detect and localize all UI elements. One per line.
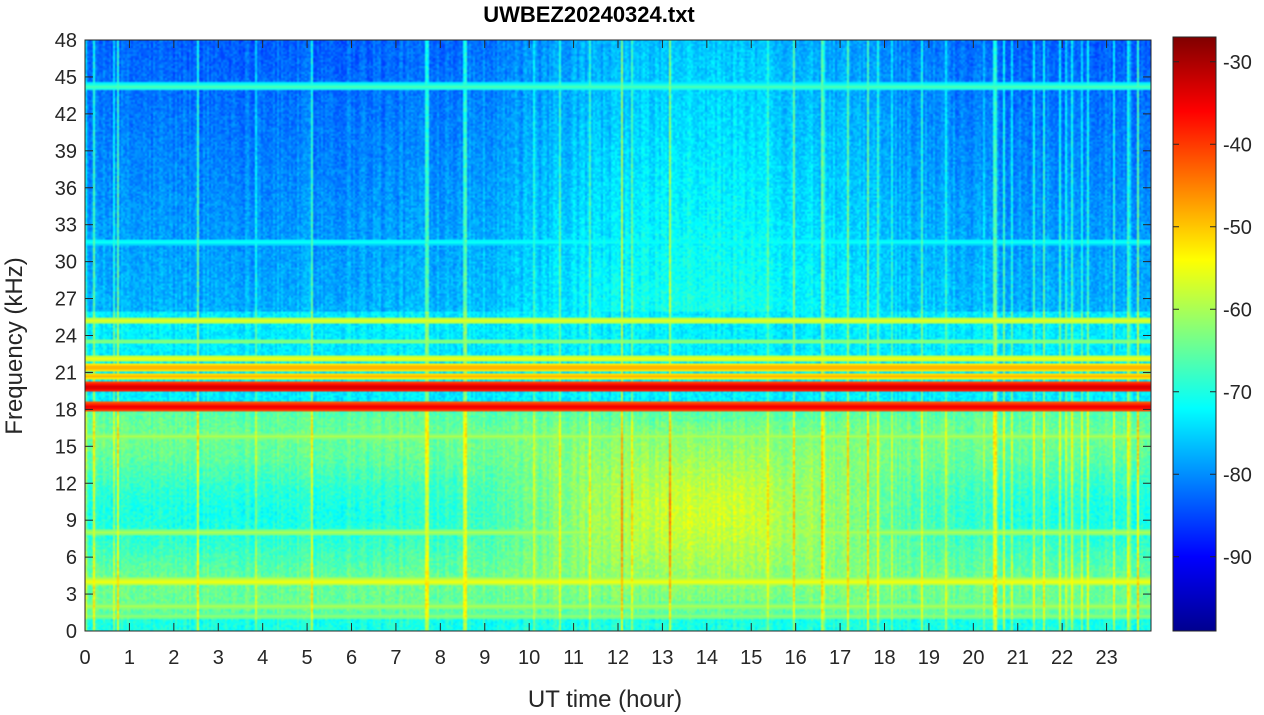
x-axis-label: UT time (hour) bbox=[528, 686, 682, 713]
spectrogram-plot-area bbox=[85, 40, 1151, 631]
x-tick-label: 13 bbox=[651, 647, 673, 669]
y-tick-label: 42 bbox=[55, 104, 77, 126]
x-tick-label: 6 bbox=[346, 647, 357, 669]
x-tick-label: 10 bbox=[518, 647, 540, 669]
y-tick-label: 0 bbox=[66, 621, 77, 643]
x-tick-label: 4 bbox=[257, 647, 268, 669]
colorbar-axis: -90 -80 -70 -60 -50 -40 -30 bbox=[1173, 52, 1252, 569]
x-tick-label: 22 bbox=[1051, 647, 1073, 669]
x-tick-label: 0 bbox=[79, 647, 90, 669]
y-tick-label: 39 bbox=[55, 141, 77, 163]
x-tick-label: 1 bbox=[124, 647, 135, 669]
x-tick-label: 23 bbox=[1095, 647, 1117, 669]
x-tick-label: 21 bbox=[1007, 647, 1029, 669]
colorbar-tick-label: -40 bbox=[1223, 134, 1252, 156]
y-tick-label: 27 bbox=[55, 289, 77, 311]
x-tick-label: 8 bbox=[435, 647, 446, 669]
x-tick-label: 12 bbox=[607, 647, 629, 669]
x-tick-label: 14 bbox=[696, 647, 718, 669]
x-tick-label: 9 bbox=[479, 647, 490, 669]
x-tick-label: 16 bbox=[785, 647, 807, 669]
y-tick-label: 3 bbox=[66, 584, 77, 606]
y-axis-label: Frequency (kHz) bbox=[1, 257, 28, 434]
y-tick-label: 12 bbox=[55, 473, 77, 495]
colorbar bbox=[1172, 36, 1217, 632]
x-tick-label: 11 bbox=[563, 647, 584, 669]
colorbar-tick-label: -30 bbox=[1223, 52, 1252, 74]
spectrogram-image bbox=[85, 40, 1151, 631]
x-tick-label: 17 bbox=[829, 647, 851, 669]
y-tick-label: 48 bbox=[55, 30, 77, 52]
x-tick-label: 18 bbox=[873, 647, 895, 669]
y-tick-label: 33 bbox=[55, 215, 77, 237]
y-tick-label: 15 bbox=[55, 436, 77, 458]
colorbar-tick-label: -70 bbox=[1223, 382, 1252, 404]
x-tick-label: 2 bbox=[168, 647, 179, 669]
colorbar-tick-label: -50 bbox=[1223, 217, 1252, 239]
y-tick-label: 9 bbox=[66, 510, 77, 532]
y-tick-label: 18 bbox=[55, 399, 77, 421]
x-tick-label: 15 bbox=[740, 647, 762, 669]
y-tick-label: 30 bbox=[55, 252, 77, 274]
x-axis: 0 1 2 3 4 5 6 7 8 9 10 11 12 13 14 15 16 17 18 19 20 21 22 23 bbox=[79, 40, 1118, 669]
x-tick-label: 19 bbox=[918, 647, 940, 669]
y-tick-label: 36 bbox=[55, 178, 77, 200]
y-tick-label: 21 bbox=[55, 362, 77, 384]
y-tick-label: 24 bbox=[55, 326, 77, 348]
colorbar-tick-label: -80 bbox=[1223, 464, 1252, 486]
y-tick-label: 45 bbox=[55, 67, 77, 89]
colorbar-tick-label: -90 bbox=[1223, 547, 1252, 569]
chart-title: UWBEZ20240324.txt bbox=[483, 2, 695, 27]
y-tick-label: 6 bbox=[66, 547, 77, 569]
x-tick-label: 7 bbox=[390, 647, 401, 669]
colorbar-tick-label: -60 bbox=[1223, 299, 1252, 321]
x-tick-label: 3 bbox=[213, 647, 224, 669]
x-tick-label: 5 bbox=[302, 647, 313, 669]
x-tick-label: 20 bbox=[962, 647, 984, 669]
